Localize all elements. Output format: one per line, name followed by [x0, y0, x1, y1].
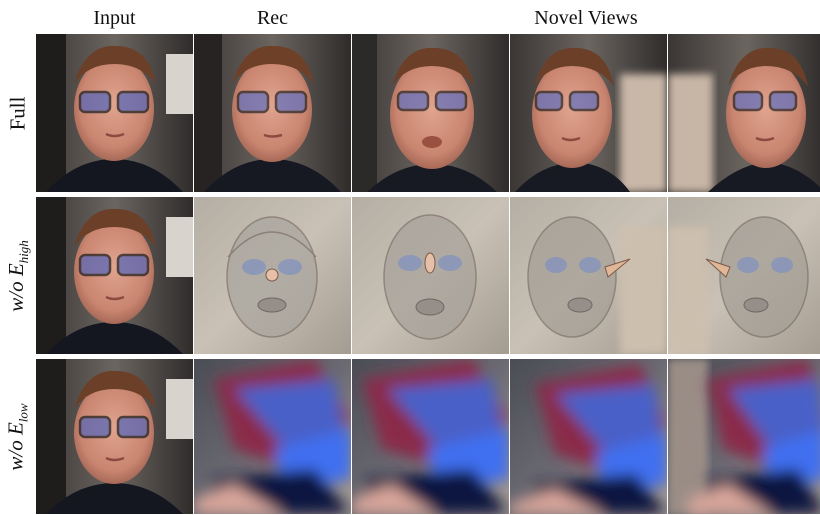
row-label-wo-elow: w/o Elow	[0, 359, 36, 514]
row1-rec-image	[194, 34, 351, 192]
row3-rec-image	[194, 359, 351, 514]
row-label-wo-elow-sub: low	[16, 402, 31, 422]
row2-novel-view-3	[668, 197, 820, 354]
row1-novel-view-2	[510, 34, 667, 192]
row2-input-image	[36, 197, 193, 354]
row3-novel-view-2	[510, 359, 667, 514]
row-label-wo-ehigh-sub: high	[16, 239, 32, 263]
row-label-wo-ehigh: w/o Ehigh	[0, 197, 36, 354]
row3-input-image	[36, 359, 193, 514]
row1-novel-view-1	[352, 34, 509, 192]
row-label-full: Full	[0, 34, 36, 192]
header-input: Input	[93, 7, 136, 29]
row3-novel-view-3	[668, 359, 820, 514]
row2-novel-view-2	[510, 197, 667, 354]
header-rec: Rec	[256, 7, 289, 29]
row1-novel-view-3	[668, 34, 820, 192]
row2-rec-image	[194, 197, 351, 354]
row1-input-image	[36, 34, 193, 192]
row3-novel-view-1	[352, 359, 509, 514]
row-label-wo-elow-text: w/o E	[4, 421, 28, 471]
header-novel-views: Novel Views	[534, 7, 638, 29]
row2-novel-view-1	[352, 197, 509, 354]
row-label-wo-ehigh-text: w/o E	[4, 262, 29, 312]
row-label-full-text: Full	[5, 96, 30, 130]
